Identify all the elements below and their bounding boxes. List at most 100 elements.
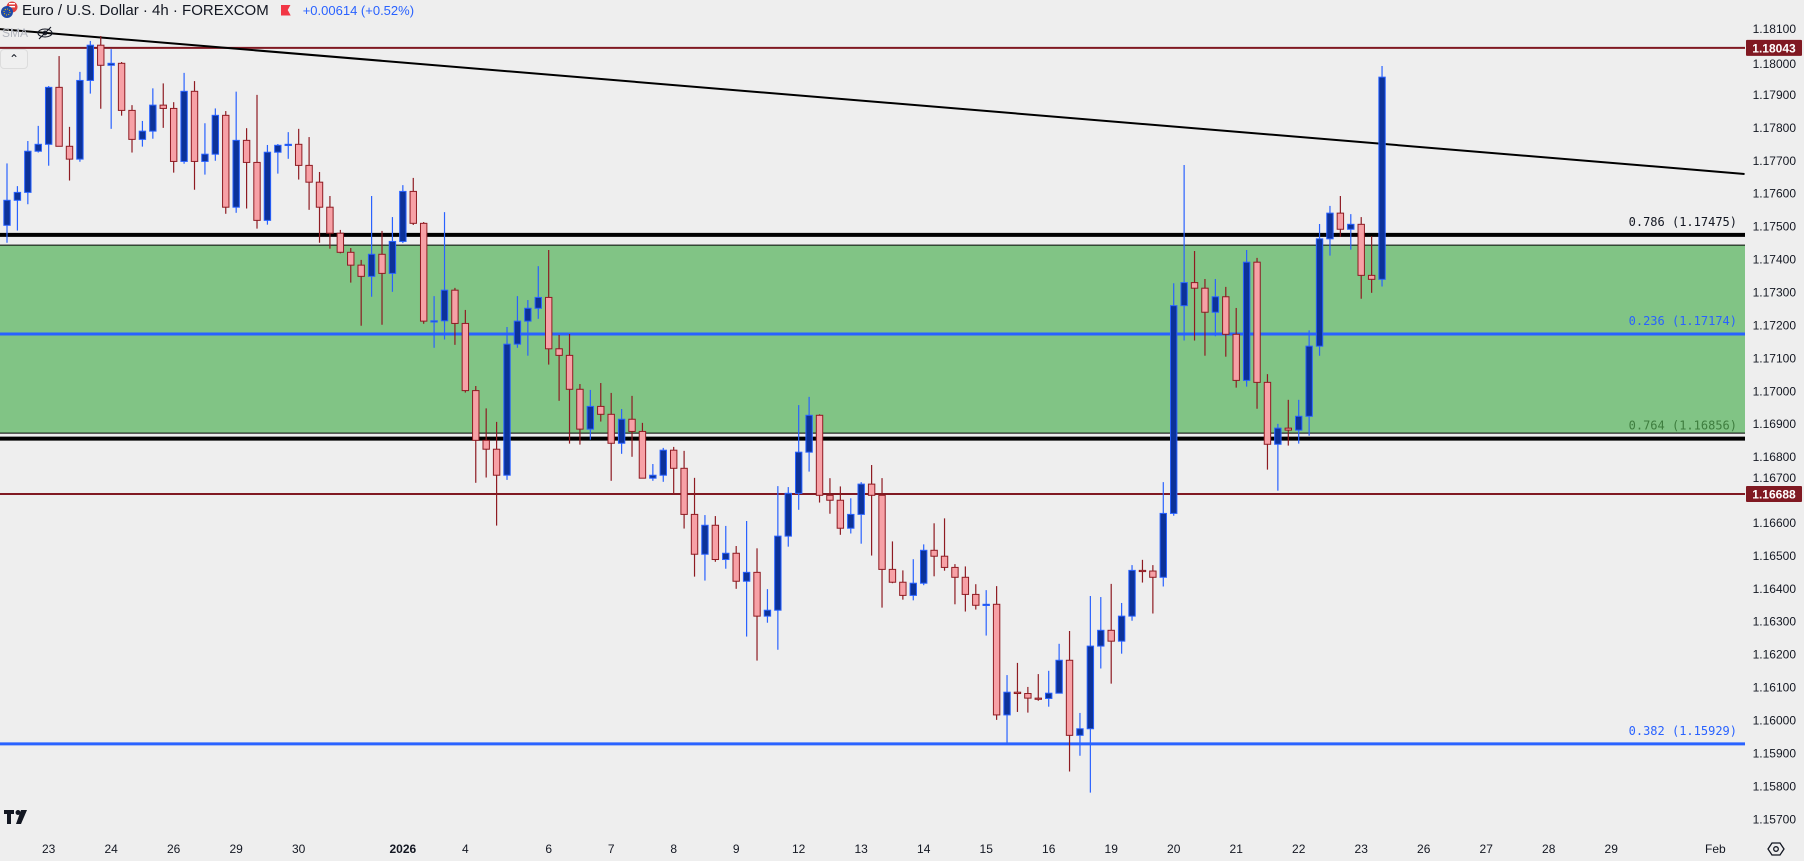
candle-body — [294, 143, 303, 166]
candle — [3, 163, 11, 243]
candle-body — [117, 62, 126, 111]
candle — [1013, 662, 1022, 712]
candle-body — [586, 405, 595, 430]
candle — [76, 71, 84, 162]
candle — [1149, 565, 1157, 614]
time-tick-label: 29 — [1605, 842, 1619, 856]
time-tick-label: 20 — [1167, 842, 1181, 856]
candle-body — [44, 86, 53, 145]
eye-slash-icon[interactable] — [36, 26, 54, 40]
candle-body — [524, 307, 532, 322]
candle-body — [159, 104, 167, 109]
flag-icon[interactable] — [280, 4, 291, 16]
candle-body — [232, 139, 240, 208]
candle — [1253, 257, 1261, 409]
candle — [1003, 675, 1011, 744]
candle — [13, 186, 22, 231]
price-tick-label: 1.16600 — [1753, 516, 1797, 530]
price-badge — [1746, 485, 1802, 502]
candle — [1305, 330, 1313, 436]
candle-body — [951, 566, 959, 578]
candle — [263, 144, 272, 225]
candle-body — [815, 414, 824, 496]
candle — [638, 422, 647, 479]
trendline[interactable] — [0, 28, 1745, 175]
candle-body — [1222, 296, 1230, 335]
candle-body — [399, 190, 407, 242]
candle-body — [1138, 569, 1147, 573]
candle-body — [1024, 693, 1032, 699]
candle-body — [1086, 645, 1095, 730]
candle-body — [628, 418, 636, 432]
candle — [847, 498, 855, 534]
time-tick-label: 16 — [1042, 842, 1056, 856]
candle — [763, 589, 772, 623]
candle — [1180, 165, 1188, 341]
candle-body — [1003, 691, 1011, 716]
price-axis[interactable]: 1.18200 1.18100 1.18000 1.17900 1.17800 1.177… — [1745, 0, 1804, 830]
candle-body — [899, 581, 907, 596]
settings-icon[interactable] — [1767, 842, 1785, 856]
candle — [378, 230, 386, 325]
candle-body — [1170, 305, 1178, 514]
candle-body — [76, 79, 84, 160]
price-tick-label: 1.17300 — [1753, 285, 1797, 299]
candle — [1284, 399, 1292, 446]
candle — [451, 287, 459, 345]
candle — [440, 212, 449, 340]
candle — [774, 486, 782, 650]
candle-body — [492, 448, 501, 476]
time-tick-label: 8 — [670, 842, 677, 856]
candle — [294, 128, 303, 180]
indicator-sma[interactable]: SMA — [2, 26, 54, 40]
candle — [201, 123, 209, 175]
candle — [1065, 630, 1074, 772]
candle-body — [1295, 415, 1303, 431]
candle — [669, 446, 678, 495]
candle-body — [680, 467, 688, 515]
time-axis[interactable]: 23 24 26 29 30 2026 4 6 7 8 9 12 13 14 15 16 19 20 21 22 23 2… — [42, 842, 1726, 856]
candle — [722, 525, 730, 569]
candle-body — [149, 104, 157, 132]
time-tick-label: 28 — [1542, 842, 1556, 856]
candle — [857, 482, 865, 544]
candle — [55, 56, 63, 147]
time-tick-label: 19 — [1105, 842, 1119, 856]
candle — [701, 515, 709, 581]
candle — [1117, 602, 1126, 654]
candle-body — [1357, 223, 1365, 276]
symbol-title[interactable]: Euro / U.S. Dollar · 4h · FOREXCOM — [22, 1, 269, 19]
time-tick-label: 26 — [1417, 842, 1431, 856]
candle — [951, 564, 959, 605]
candle — [357, 259, 365, 326]
candle-body — [1117, 615, 1126, 642]
candle-body — [1107, 629, 1115, 642]
candle-body — [34, 143, 42, 152]
candle — [1222, 286, 1230, 357]
collapse-legend-button[interactable]: ⌃ — [0, 49, 28, 69]
candle — [992, 586, 1001, 720]
price-axis-bg[interactable] — [1745, 0, 1804, 830]
candle-body — [878, 494, 886, 570]
time-tick-label: 22 — [1292, 842, 1306, 856]
candle — [649, 464, 657, 481]
candle-body — [576, 388, 584, 430]
tradingview-logo[interactable] — [4, 810, 27, 824]
candle-body — [722, 552, 730, 561]
candle-body — [919, 549, 928, 584]
candle-body — [315, 181, 324, 208]
candle — [1211, 278, 1220, 337]
candle — [1076, 712, 1084, 756]
candle — [1128, 565, 1136, 621]
candle — [513, 296, 522, 348]
fib-level-label: 0.236 (1.17174) — [1629, 314, 1737, 328]
price-tick-label: 1.17200 — [1753, 318, 1797, 332]
candle — [680, 450, 688, 529]
candle-body — [190, 90, 199, 162]
candle-body — [326, 206, 334, 234]
candle-body — [909, 582, 917, 596]
candle — [482, 408, 490, 478]
candle-body — [753, 571, 761, 617]
candle-body — [169, 107, 178, 162]
